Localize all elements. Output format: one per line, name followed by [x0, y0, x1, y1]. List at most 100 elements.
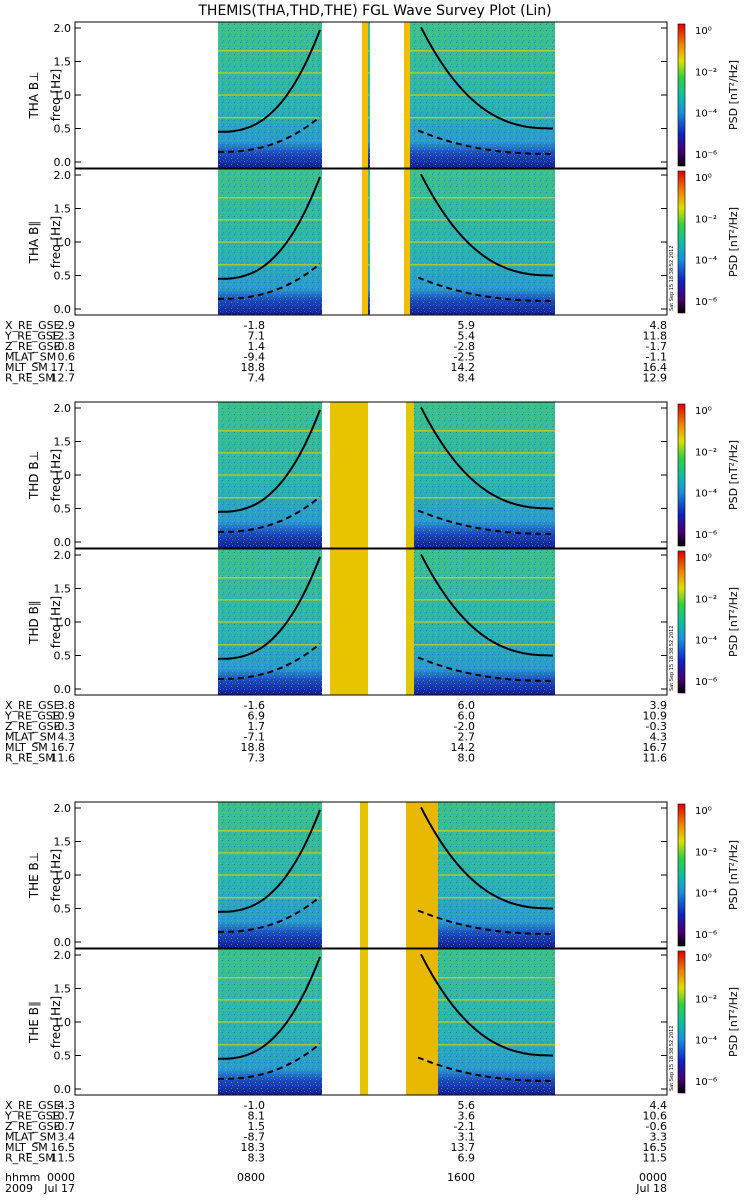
y-tick-label: 0.5 [54, 270, 72, 283]
ephemeris-row: MLAT_SM 3.4 -8.7 3.1 3.3 [5, 1131, 667, 1144]
intense-band [330, 549, 368, 695]
panel-label: THD B⊥ [27, 451, 41, 500]
data-gap [322, 402, 330, 548]
ephemeris-name: Y_RE_GSE [4, 330, 60, 343]
ephemeris-name: MLAT_SM [5, 731, 56, 744]
colorbar [677, 950, 686, 1094]
ephemeris-value: 11.6 [51, 752, 76, 765]
data-gap [322, 802, 360, 948]
gyrofrequency-curve [420, 173, 553, 277]
intense-band [406, 549, 414, 695]
colorbar-tick-label: 10⁻⁶ [695, 530, 717, 541]
colorbar-tick-label: 10⁰ [695, 26, 712, 37]
y-tick-label: 2.0 [54, 402, 72, 415]
ephemeris-row: Z_RE_GSE-0.3 1.7 -2.0 -0.3 [5, 720, 667, 733]
gyrofrequency-curve [417, 129, 553, 155]
ephemeris-value: 11.5 [51, 1152, 76, 1165]
y-tick-label: 0.0 [54, 536, 72, 549]
ephemeris-value: -1.6 [244, 699, 265, 712]
ephemeris-value: 6.0 [458, 699, 476, 712]
ephemeris-row: MLT_SM 17.1 18.8 14.2 16.4 [5, 361, 667, 374]
colorbar [677, 170, 686, 314]
colorbar-tick-label: 10⁰ [695, 173, 712, 184]
colorbar [677, 403, 686, 547]
ephemeris-value: 16.7 [643, 741, 668, 754]
ephemeris-value: 8.0 [458, 752, 476, 765]
y-tick-label: 1.5 [54, 203, 72, 216]
spectrogram-panel: 0.0 0.5 1.0 1.5 2.0 THA B⊥ freq [Hz] 10⁰ 10⁻² 10⁻… [27, 21, 740, 169]
panel-label: THA B∥ [27, 221, 41, 265]
colorbar-tick-label: 10⁰ [695, 806, 712, 817]
spectrogram-panel: 0.0 0.5 1.0 1.5 2.0 THD B∥ freq [Hz] 10⁰ 10⁻² 10⁻… [27, 548, 740, 696]
y-tick-label: 2.0 [54, 549, 72, 562]
gyrofrequency-curve [218, 956, 321, 1060]
ephemeris-value: 2.9 [58, 319, 76, 332]
colorbar-label: PSD [nT²/Hz] [727, 587, 740, 657]
colorbar-tick-label: 10⁻⁴ [695, 636, 717, 647]
data-gap [370, 22, 404, 168]
figure-title: THEMIS(THA,THD,THE) FGL Wave Survey Plot… [197, 3, 551, 19]
gyrofrequency-curve [420, 806, 553, 910]
time-axis-value: 0800 [237, 1171, 265, 1184]
ephemeris-value: -1.8 [244, 319, 265, 332]
colorbar-tick-label: 10⁻⁶ [695, 677, 717, 688]
ephemeris-value: -0.6 [646, 1120, 667, 1133]
intense-band [330, 402, 368, 548]
intense-band [362, 169, 368, 315]
ephemeris-value: 1.4 [248, 340, 266, 353]
ephemeris-row: Z_RE_GSE-0.7 1.5 -2.1 -0.6 [5, 1120, 667, 1133]
y-tick-label: 2.0 [54, 22, 72, 35]
ephemeris-value: 6.0 [458, 710, 476, 723]
gyrofrequency-curve [218, 29, 321, 133]
ephemeris-value: -1.7 [646, 340, 667, 353]
gyrofrequency-curve [417, 509, 553, 535]
y-tick-label: 0.0 [54, 1083, 72, 1096]
ephemeris-value: 11.6 [643, 752, 668, 765]
ephemeris-name: X_RE_GSE [5, 319, 61, 332]
y-tick-label: 2.0 [54, 802, 72, 815]
ephemeris-value: 10.6 [643, 1110, 668, 1123]
ephemeris-value: 18.8 [241, 741, 266, 754]
ephemeris-value: 6.9 [248, 710, 266, 723]
colorbar-tick-label: 10⁰ [695, 553, 712, 564]
colorbar-tick-label: 10⁻² [695, 67, 717, 78]
ephemeris-value: 12.7 [51, 372, 76, 385]
y-tick-label: 1.5 [54, 583, 72, 596]
panel-label: THE B∥ [27, 1001, 41, 1044]
ephemeris-value: 1.5 [248, 1120, 266, 1133]
y-tick-label: 2.0 [54, 949, 72, 962]
y-axis-label: freq [Hz] [49, 216, 63, 268]
colorbar-tick-label: 10⁻² [695, 994, 717, 1005]
ephemeris-value: 11.5 [643, 1152, 668, 1165]
data-gap [370, 169, 404, 315]
data-gap [322, 169, 362, 315]
gyrofrequency-curve [217, 809, 321, 913]
ephemeris-value: 16.5 [643, 1141, 668, 1154]
colorbar-tick-label: 10⁻⁶ [695, 297, 717, 308]
ephemeris-value: -0.3 [54, 720, 75, 733]
gyrofrequency-curve [420, 406, 553, 510]
gyrofrequency-curve [217, 409, 321, 513]
probe-group: 0.0 0.5 1.0 1.5 2.0 THD B⊥ freq [Hz] 10⁰ 10⁻² 10⁻… [4, 401, 740, 765]
y-axis-label: freq [Hz] [49, 849, 63, 901]
y-tick-label: 0.0 [54, 936, 72, 949]
gyrofrequency-curve [417, 276, 553, 302]
gyrofrequency-curve [218, 263, 321, 300]
colorbar-label: PSD [nT²/Hz] [727, 840, 740, 910]
ephemeris-row: MLT_SM 16.5 18.3 13.7 16.5 [5, 1141, 667, 1154]
ephemeris-value: 12.3 [51, 330, 76, 343]
y-tick-label: 0.5 [54, 123, 72, 136]
time-axis-value: 0000 [639, 1171, 667, 1184]
timestamp-stamp: Sat Sep 15 18:38:52 2012 [669, 625, 675, 691]
ephemeris-value: 16.4 [643, 361, 668, 374]
spectrogram-panel: 0.0 0.5 1.0 1.5 2.0 THE B⊥ freq [Hz] 10⁰ 10⁻² 10⁻… [27, 801, 740, 949]
ephemeris-name: X_RE_GSE [5, 1099, 61, 1112]
ephemeris-value: 14.2 [451, 361, 476, 374]
gyrofrequency-curve [217, 556, 321, 660]
time-axis-row: 2009 Jul 17 Jul 18 [5, 1182, 667, 1195]
ephemeris-value: 3.8 [58, 699, 76, 712]
time-axis-row: hhmm 0000 0800 1600 0000 [5, 1171, 667, 1184]
